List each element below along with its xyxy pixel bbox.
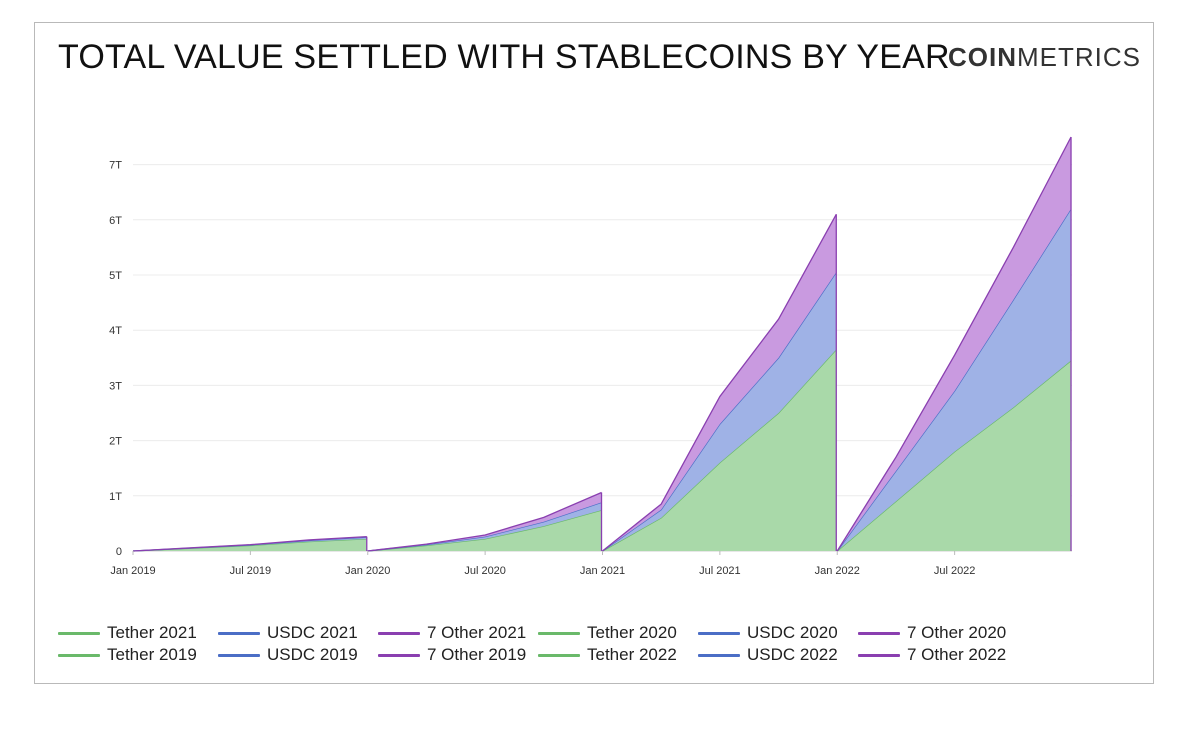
area-series: [132, 136, 1072, 552]
legend-item-7-other-2022[interactable]: 7 Other 2022: [858, 645, 1016, 665]
legend-label: Tether 2022: [587, 645, 677, 664]
y-tick-label: 5T: [109, 270, 122, 282]
legend-item-tether-2020[interactable]: Tether 2020: [538, 623, 696, 643]
legend-label: 7 Other 2020: [907, 623, 1007, 642]
x-tick-label: Jul 2019: [230, 565, 272, 577]
legend-label: USDC 2022: [747, 645, 838, 664]
legend-swatch: [698, 653, 740, 657]
legend-swatch: [858, 631, 900, 635]
legend-item-7-other-2021[interactable]: 7 Other 2021: [378, 623, 536, 643]
legend-label: Tether 2021: [107, 623, 197, 642]
legend-item-usdc-2021[interactable]: USDC 2021: [218, 623, 376, 643]
legend-item-usdc-2022[interactable]: USDC 2022: [698, 645, 856, 665]
legend-swatch: [378, 631, 420, 635]
legend-label: 7 Other 2022: [907, 645, 1007, 664]
x-tick-label: Jan 2022: [815, 565, 860, 577]
legend-swatch: [58, 653, 100, 657]
area-tether-2021: [602, 349, 837, 551]
legend-swatch: [858, 653, 900, 657]
legend-row: Tether 2021 USDC 2021 7 Other 2021 Tether 2…: [58, 622, 1138, 644]
legend-item-tether-2021[interactable]: Tether 2021: [58, 623, 216, 643]
chart-title: TOTAL VALUE SETTLED WITH STABLECOINS BY …: [58, 38, 950, 76]
legend-item-usdc-2020[interactable]: USDC 2020: [698, 623, 856, 643]
y-tick-label: 7T: [109, 160, 122, 172]
legend-item-7-other-2019[interactable]: 7 Other 2019: [378, 645, 536, 665]
line-7-other-2022: [836, 136, 1072, 552]
x-tick-label: Jan 2019: [110, 565, 155, 577]
legend-label: Tether 2020: [587, 623, 677, 642]
x-tick-label: Jul 2022: [934, 565, 976, 577]
brand-logo-bold: COIN: [948, 42, 1017, 72]
line-7-other-2019: [132, 535, 367, 552]
legend-swatch: [538, 653, 580, 657]
y-tick-label: 4T: [109, 325, 122, 337]
y-tick-label: 6T: [109, 215, 122, 227]
area-tether-2020: [367, 510, 602, 551]
x-tick-label: Jul 2021: [699, 565, 741, 577]
brand-logo-light: METRICS: [1017, 42, 1141, 72]
legend-swatch: [218, 653, 260, 657]
legend-label: Tether 2019: [107, 645, 197, 664]
line-7-other-2021: [602, 213, 837, 552]
legend-label: USDC 2019: [267, 645, 358, 664]
area-usdc-2022: [837, 208, 1072, 551]
x-tick-label: Jan 2021: [580, 565, 625, 577]
x-tick-label: Jul 2020: [464, 565, 506, 577]
x-axis-ticks: Jan 2019 Jul 2019 Jan 2020 Jul 2020 Jan 2021…: [110, 551, 975, 577]
legend-label: 7 Other 2021: [427, 623, 527, 642]
legend-item-7-other-2020[interactable]: 7 Other 2020: [858, 623, 1016, 643]
legend-swatch: [698, 631, 740, 635]
legend-swatch: [218, 631, 260, 635]
x-tick-label: Jan 2020: [345, 565, 390, 577]
line-7-other-2020: [367, 491, 602, 552]
legend-item-usdc-2019[interactable]: USDC 2019: [218, 645, 376, 665]
y-tick-label: 0: [116, 546, 122, 558]
y-axis-ticks: 0 1T 2T 3T 4T 5T 6T 7T: [109, 160, 122, 558]
legend-label: USDC 2020: [747, 623, 838, 642]
legend-swatch: [538, 631, 580, 635]
legend-swatch: [378, 653, 420, 657]
brand-logo: COINMETRICS: [948, 42, 1141, 73]
legend-row: Tether 2019 USDC 2019 7 Other 2019 Tether 2…: [58, 644, 1138, 666]
y-tick-label: 2T: [109, 436, 122, 448]
legend-swatch: [58, 631, 100, 635]
y-tick-label: 3T: [109, 380, 122, 392]
legend-item-tether-2019[interactable]: Tether 2019: [58, 645, 216, 665]
y-tick-label: 1T: [109, 491, 122, 503]
legend: Tether 2021 USDC 2021 7 Other 2021 Tether 2…: [58, 622, 1138, 666]
legend-label: USDC 2021: [267, 623, 358, 642]
legend-item-tether-2022[interactable]: Tether 2022: [538, 645, 696, 665]
legend-label: 7 Other 2019: [427, 645, 527, 664]
